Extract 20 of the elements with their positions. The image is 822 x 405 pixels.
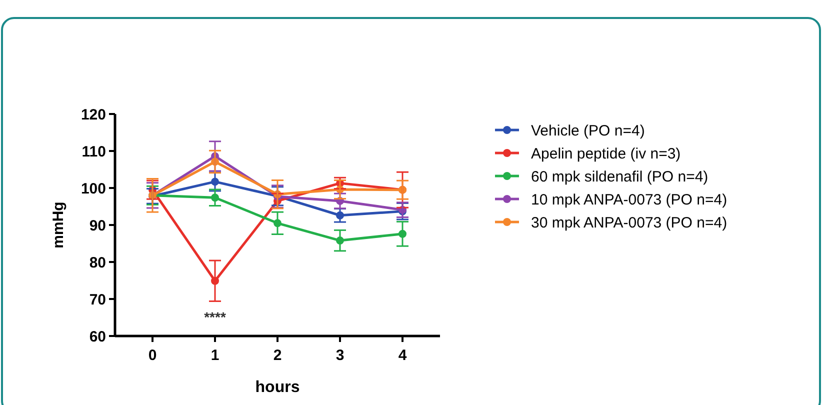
- y-tick-label: 100: [80, 180, 106, 198]
- x-axis-title: hours: [255, 379, 300, 396]
- y-tick-label: 110: [82, 143, 106, 160]
- y-tick-label: 120: [80, 106, 106, 124]
- x-tick-label: 3: [336, 347, 344, 364]
- y-tick-label: 90: [89, 217, 106, 234]
- x-tick-label: 2: [273, 347, 282, 364]
- legend-label: 10 mpk ANPA-0073 (PO n=4): [531, 191, 728, 208]
- y-tick-label: 70: [89, 291, 106, 308]
- x-tick-label: 4: [398, 347, 408, 364]
- y-axis-title: mmHg: [50, 202, 67, 248]
- x-tick-label: 1: [210, 347, 220, 364]
- legend-label: Vehicle (PO n=4): [531, 122, 645, 140]
- legend-label: Apelin peptide (iv n=3): [531, 145, 681, 162]
- y-tick-label: 60: [89, 328, 106, 346]
- legend-label: 60 mpk sildenafil (PO n=4): [531, 168, 708, 186]
- legend-label: 30 mpk ANPA-0073 (PO n=4): [531, 214, 728, 232]
- y-tick-label: 80: [89, 254, 106, 272]
- x-tick-label: 0: [148, 347, 157, 364]
- annotation: ****: [204, 309, 226, 325]
